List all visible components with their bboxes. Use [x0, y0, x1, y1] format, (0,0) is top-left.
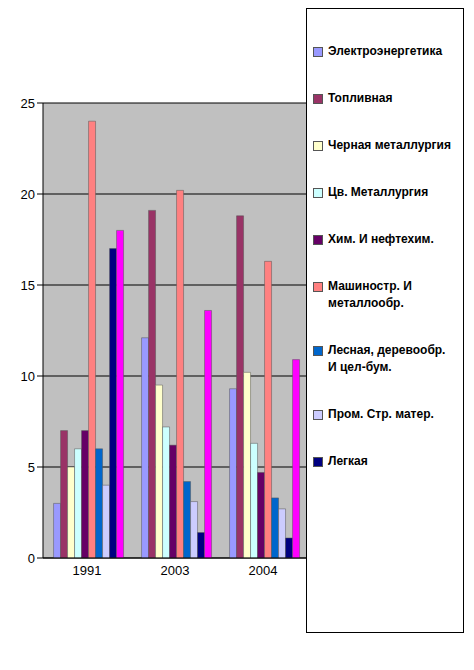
html-text:Машиностр. И металлообр.: Машиностр. И металлообр.: [328, 279, 412, 310]
html-text:Электроэнергетика: Электроэнергетика: [328, 44, 443, 58]
svg-text:2004: 2004: [249, 563, 278, 578]
svg-text:5: 5: [28, 460, 35, 475]
html-text:Лесная, деревообр. И цел-бум.: Лесная, деревообр. И цел-бум.: [328, 343, 446, 374]
svg-text:1991: 1991: [73, 563, 102, 578]
html-text:Топливная: Топливная: [328, 91, 393, 105]
html-text:Легкая: Легкая: [328, 454, 368, 468]
svg-text:15: 15: [21, 278, 35, 293]
svg-text:20: 20: [21, 187, 35, 202]
svg-text:25: 25: [21, 96, 35, 111]
html-text:Хим. И нефтехим.: Хим. И нефтехим.: [328, 232, 434, 246]
html-text:Цв. Металлургия: Цв. Металлургия: [328, 185, 429, 199]
svg-text:0: 0: [28, 551, 35, 566]
svg-text:2003: 2003: [161, 563, 190, 578]
html-text:Черная металлургия: Черная металлургия: [328, 138, 451, 152]
html-text:Пром. Стр. матер.: Пром. Стр. матер.: [328, 407, 434, 421]
svg-text:10: 10: [21, 369, 35, 384]
